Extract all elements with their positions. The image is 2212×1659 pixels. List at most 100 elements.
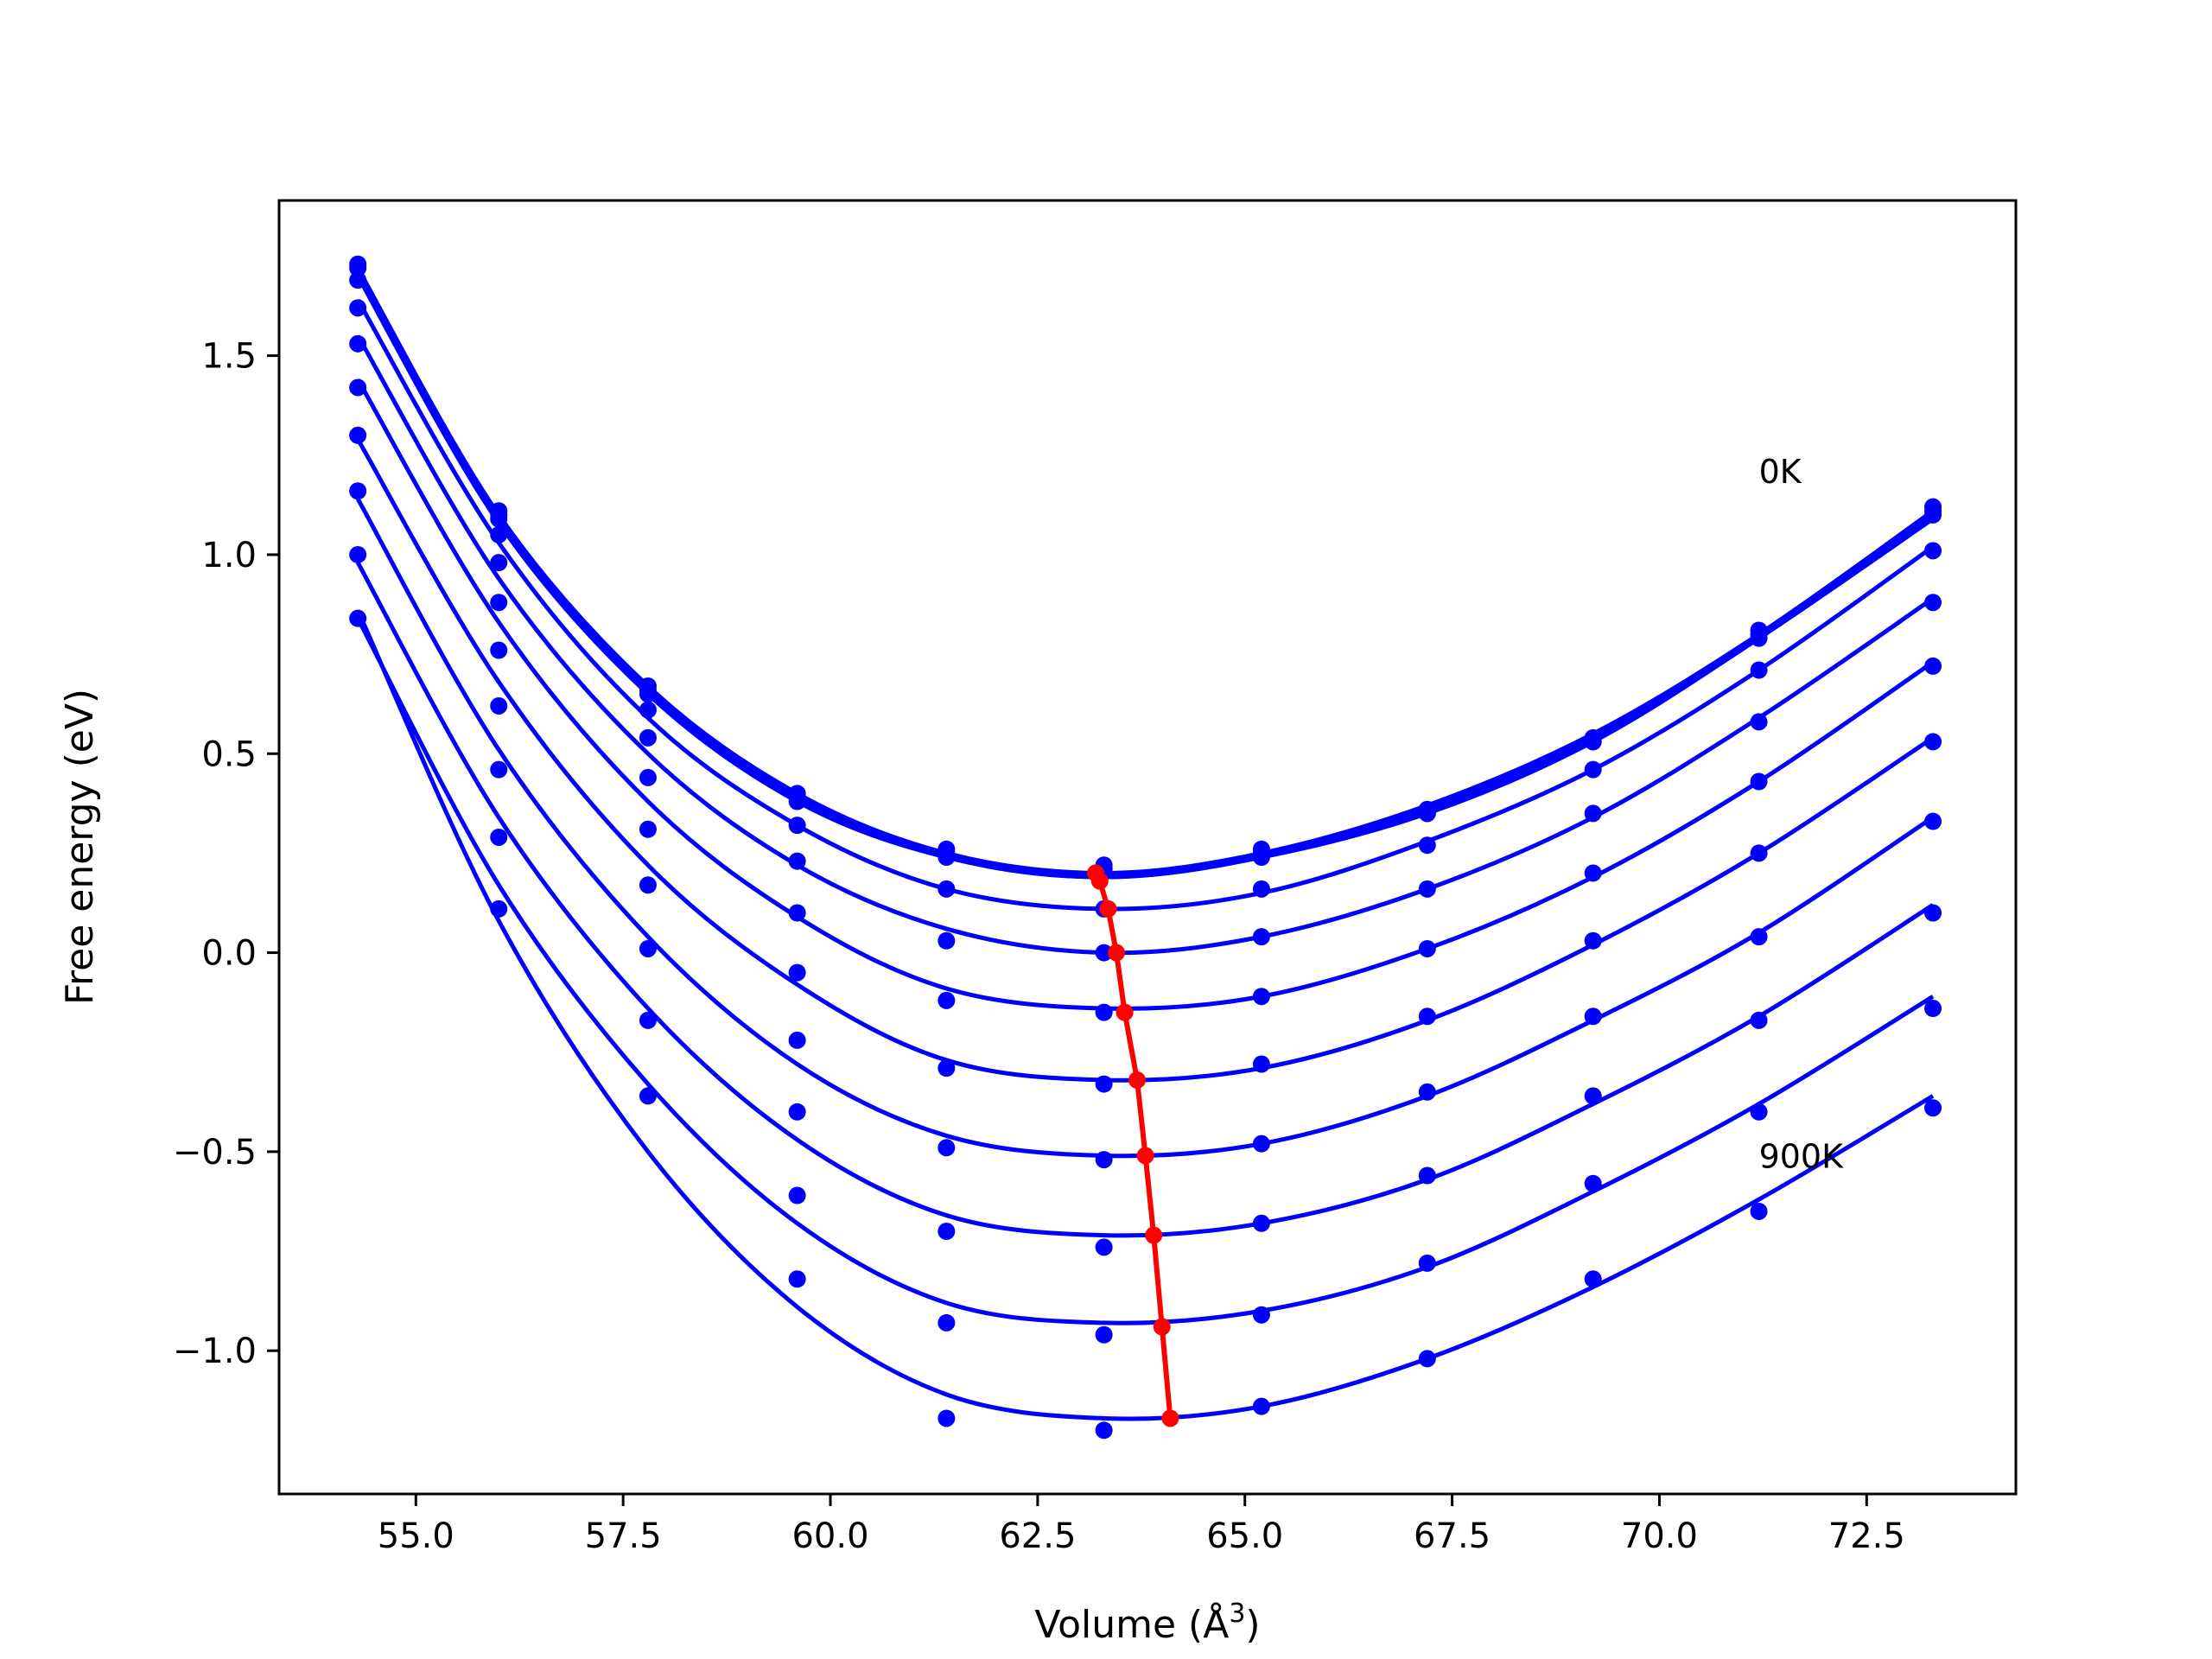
x-tick-label: 67.5 [1414, 1516, 1491, 1556]
data-point [349, 259, 367, 277]
data-point [1095, 1421, 1113, 1440]
data-point [1252, 1055, 1270, 1073]
data-point [788, 852, 806, 870]
data-point [1252, 988, 1270, 1006]
data-point [938, 1313, 956, 1332]
data-point [1252, 928, 1270, 946]
y-tick-label: 0.0 [201, 934, 257, 974]
data-point [1924, 812, 1942, 830]
x-axis: 55.0 57.5 60.0 62.5 65.0 67.5 70.0 72.5 [378, 1494, 1905, 1556]
data-point [1418, 804, 1436, 823]
data-point [490, 594, 508, 612]
data-point [1095, 1151, 1113, 1169]
data-point [1252, 880, 1270, 898]
data-point [349, 271, 367, 289]
data-point [1418, 1007, 1436, 1026]
data-point [490, 525, 508, 543]
fit-curve-2 [355, 270, 1935, 880]
fit-curve-4 [355, 298, 1935, 912]
data-point [1750, 713, 1768, 731]
data-point [1924, 542, 1942, 560]
data-point [1418, 1350, 1436, 1368]
data-point [1252, 849, 1270, 867]
data-point [1252, 1306, 1270, 1324]
x-axis-label-text: Volume (Å [1034, 1601, 1229, 1647]
plot-area [349, 255, 1942, 1440]
data-point [788, 1186, 806, 1205]
data-point [490, 554, 508, 572]
y-tick-label: −0.5 [173, 1133, 257, 1173]
data-point [639, 728, 657, 747]
data-point [1418, 1166, 1436, 1185]
data-point [788, 1103, 806, 1121]
data-point [490, 510, 508, 528]
x-tick-label: 57.5 [585, 1516, 662, 1556]
data-point [1924, 733, 1942, 751]
data-point [490, 696, 508, 715]
data-point [938, 931, 956, 950]
y-tick-label: −1.0 [173, 1332, 257, 1371]
minimum-point [1090, 872, 1109, 890]
x-tick-label: 60.0 [791, 1516, 868, 1556]
data-point [1750, 1103, 1768, 1121]
x-axis-label-superscript: 3 [1229, 1599, 1245, 1629]
data-point [1924, 594, 1942, 612]
data-point [639, 1011, 657, 1029]
data-point [788, 792, 806, 810]
fit-curve-11 [355, 609, 1935, 1421]
data-point [1924, 1099, 1942, 1117]
data-point [639, 701, 657, 719]
minimum-point [1116, 1003, 1134, 1021]
data-point [490, 899, 508, 918]
data-point [938, 1139, 956, 1157]
data-point [349, 609, 367, 627]
x-axis-label-close: ) [1245, 1603, 1260, 1647]
data-point [788, 1031, 806, 1049]
data-point [1750, 928, 1768, 946]
x-tick-label: 62.5 [999, 1516, 1076, 1556]
data-point [639, 876, 657, 894]
data-point [639, 685, 657, 703]
data-point [938, 991, 956, 1009]
data-point [938, 880, 956, 898]
data-point [1584, 1007, 1602, 1026]
data-point [490, 760, 508, 779]
data-point [1584, 931, 1602, 950]
data-point [490, 828, 508, 846]
plot-frame [277, 199, 2018, 1496]
minimum-point [1128, 1071, 1147, 1089]
data-point [1584, 1270, 1602, 1288]
y-tick-label: 1.0 [201, 536, 257, 575]
fit-curve-1 [355, 267, 1935, 875]
data-point [788, 817, 806, 835]
data-point [1924, 505, 1942, 524]
data-point [1750, 629, 1768, 647]
data-point [1252, 1397, 1270, 1415]
temperature-annotation: 900K [1759, 1137, 1845, 1175]
y-tick-label: 1.5 [201, 337, 257, 377]
data-point [1750, 844, 1768, 862]
data-point [1418, 1083, 1436, 1101]
fit-curve-9 [355, 561, 1935, 1238]
minimum-point [1145, 1226, 1163, 1244]
data-point [1750, 772, 1768, 791]
data-point [938, 849, 956, 867]
data-point [1924, 657, 1942, 675]
data-point [349, 545, 367, 563]
data-point [1095, 1003, 1113, 1021]
fit-curve-7 [355, 438, 1935, 1083]
data-point [1750, 1202, 1768, 1220]
data-point [1584, 1174, 1602, 1192]
fit-curve-8 [355, 498, 1935, 1159]
minimum-point [1153, 1318, 1171, 1336]
data-point [639, 768, 657, 786]
minimum-point [1108, 944, 1126, 962]
x-tick-label: 72.5 [1828, 1516, 1905, 1556]
data-point [349, 299, 367, 317]
fit-curve-3 [355, 275, 1935, 880]
data-point [938, 1059, 956, 1077]
minimum-point [1099, 899, 1117, 918]
data-point [1095, 944, 1113, 962]
fit-curve-6 [355, 378, 1935, 1011]
